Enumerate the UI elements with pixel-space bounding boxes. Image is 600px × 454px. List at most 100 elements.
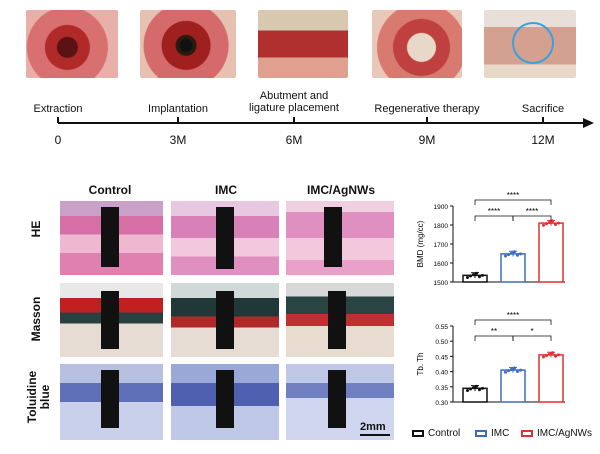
timeline-tick-3m: 3M [169,133,187,147]
data-point [551,351,554,355]
data-point [469,387,472,391]
bar-imc [500,253,526,283]
he-imc-image [171,201,279,275]
y-tick-label: 0.50 [435,339,448,346]
data-point [510,367,513,371]
implant [101,291,119,349]
significance-label: ** [491,327,497,336]
data-point [516,253,519,257]
timeline-label-extraction: Extraction [33,103,83,115]
legend-label: IMC/AgNWs [537,428,592,439]
y-axis-label: BMD (mg/cc) [416,220,425,267]
legend-label: IMC [491,428,510,439]
photo-extraction [26,10,118,78]
y-tick-label: 1900 [434,204,449,211]
implant [328,370,346,428]
implant [216,370,234,428]
legend-swatch-control [412,430,424,437]
data-point [519,252,522,256]
y-tick-label: 0.55 [435,324,448,331]
data-point [542,355,545,359]
bar-imcagnws [538,222,564,283]
y-axis-label: Tb. Th [416,353,425,376]
data-point [475,271,478,275]
data-point [478,388,481,392]
data-point [472,386,475,390]
timeline-axis [57,117,594,128]
y-tick-label: 1800 [434,223,449,230]
data-point [513,250,516,254]
y-tick-label: 0.35 [435,385,448,392]
y-tick-label: 1500 [434,280,449,287]
column-header-control: Control [88,183,132,197]
data-point [548,220,551,224]
data-point [466,388,469,392]
timeline-tick-6m: 6M [285,133,303,147]
y-tick-label: 1600 [434,261,449,268]
highlight-circle [512,22,554,64]
he-control-image [60,201,163,275]
significance-bracket [474,215,514,221]
data-point [510,251,513,255]
data-point [554,354,557,358]
data-point [504,254,507,258]
timeline-label-abutment: Abutment and ligature placement [249,90,339,114]
implant [101,207,119,267]
data-point [548,352,551,356]
bmd-chart: 1500 1600 1700 1800 1900 BMD (mg/cc) **** **** *… [416,191,565,287]
row-header-toluidine: Toluidine blue [25,370,52,424]
significance-bracket [474,335,514,341]
scale-bar-label: 2mm [360,421,386,433]
implant [216,291,234,349]
data-point [507,369,510,373]
significance-bracket [474,199,552,205]
significance-bracket [512,335,552,341]
legend-swatch-imc-agnws [521,430,533,437]
legend-imc-agnws: IMC/AgNWs [521,428,592,439]
legend-imc: IMC [475,428,509,439]
masson-control-image [60,283,163,357]
data-point [507,253,510,257]
y-tick-label: 0.45 [435,354,448,361]
column-header-imc-agnws: IMC/AgNWs [307,183,375,197]
significance-label: **** [507,191,519,200]
row-header-masson: Masson [29,296,43,342]
timeline-label-sacrifice: Sacrifice [521,103,565,115]
significance-label: **** [507,311,519,320]
toluidine-control-image [60,364,163,440]
data-point [478,275,481,279]
photo-implantation [140,10,236,78]
column-header-imc: IMC [215,183,237,197]
data-point [475,384,478,388]
data-point [545,222,548,226]
implant [324,207,342,267]
data-point [466,275,469,279]
significance-bracket [512,215,552,221]
data-point [519,368,522,372]
photo-sacrifice [484,10,576,78]
data-point [554,223,557,227]
data-point [551,219,554,223]
timeline-tick-0: 0 [54,133,62,147]
timeline-label-regenerative: Regenerative therapy [374,103,480,115]
legend-label: Control [428,428,461,439]
data-point [516,369,519,373]
implant [216,207,234,269]
timeline-tick-9m: 9M [418,133,436,147]
scale-bar-line [360,434,390,436]
timeline-label-implantation: Implantation [148,103,208,115]
y-tick-label: 0.40 [435,370,448,377]
data-point [557,221,560,225]
data-point [513,366,516,370]
significance-label: * [530,327,533,336]
timeline-tick-12m: 12M [531,133,555,147]
data-point [542,223,545,227]
data-point [545,354,548,358]
implant [101,370,119,428]
data-point [469,274,472,278]
data-point [557,353,560,357]
masson-imc-image [171,283,279,357]
significance-label: **** [488,207,500,216]
data-point [481,386,484,390]
